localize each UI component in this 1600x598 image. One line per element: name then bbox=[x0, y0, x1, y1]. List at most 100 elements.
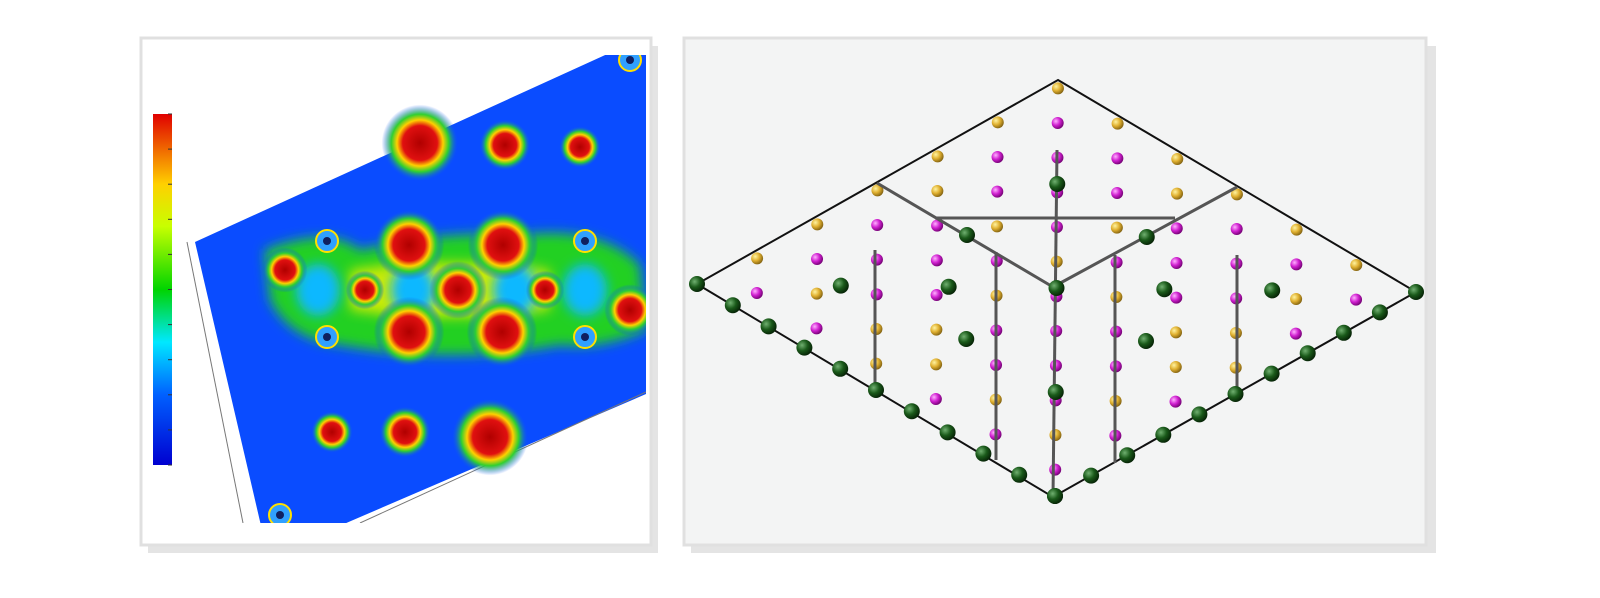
gold-atom bbox=[1170, 326, 1183, 339]
magenta-atom bbox=[870, 253, 883, 266]
green-atom bbox=[832, 277, 849, 294]
magenta-atom bbox=[1289, 327, 1302, 340]
magenta-atom bbox=[811, 252, 824, 265]
gold-atom bbox=[931, 150, 944, 163]
magenta-atom bbox=[930, 288, 943, 301]
hot-spot bbox=[381, 104, 459, 182]
hot-spot bbox=[525, 270, 565, 310]
ring-hole bbox=[296, 264, 340, 316]
cell-edge bbox=[186, 241, 244, 523]
gold-atom bbox=[1051, 82, 1064, 95]
atom-core bbox=[581, 237, 589, 245]
green-atom bbox=[1371, 304, 1388, 321]
green-atom bbox=[1048, 280, 1065, 296]
gold-atom bbox=[1290, 292, 1303, 305]
green-atom bbox=[1138, 333, 1154, 349]
green-atom bbox=[868, 382, 884, 398]
gold-atom bbox=[930, 323, 943, 336]
green-atom bbox=[1047, 384, 1064, 400]
magenta-atom bbox=[1230, 222, 1243, 235]
green-atom bbox=[1263, 365, 1280, 382]
magenta-atom bbox=[1110, 256, 1123, 269]
green-atom bbox=[1408, 284, 1424, 300]
magenta-atom bbox=[870, 288, 883, 301]
magenta-atom bbox=[1111, 152, 1124, 165]
gold-atom bbox=[991, 116, 1004, 129]
gold-atom bbox=[930, 358, 943, 371]
hot-spot bbox=[373, 209, 445, 281]
hot-spot bbox=[467, 209, 539, 281]
gold-atom bbox=[1230, 188, 1243, 201]
atom-core bbox=[581, 333, 589, 341]
gold-atom bbox=[1171, 187, 1184, 200]
hot-spot bbox=[311, 411, 353, 453]
magenta-atom bbox=[750, 286, 763, 299]
magenta-atom bbox=[991, 150, 1004, 163]
hot-spot bbox=[559, 126, 601, 168]
green-atom bbox=[724, 297, 741, 314]
gold-atom bbox=[1171, 152, 1184, 165]
green-atom bbox=[1138, 229, 1155, 245]
green-atom bbox=[1227, 386, 1244, 402]
magenta-atom bbox=[1049, 463, 1062, 476]
green-atom bbox=[1011, 466, 1028, 483]
magenta-atom bbox=[871, 218, 884, 231]
magenta-atom bbox=[1111, 186, 1124, 199]
gold-atom bbox=[1049, 428, 1062, 441]
green-atom bbox=[958, 331, 975, 347]
hot-spot bbox=[479, 119, 531, 171]
gold-atom bbox=[1111, 117, 1124, 130]
gold-atom bbox=[871, 184, 884, 197]
atom-core bbox=[626, 56, 634, 64]
green-atom bbox=[1264, 282, 1281, 299]
gold-atom bbox=[811, 218, 824, 231]
magenta-atom bbox=[1051, 116, 1064, 129]
green-atom bbox=[1083, 467, 1100, 484]
gold-atom bbox=[751, 252, 764, 265]
green-atom bbox=[975, 445, 992, 462]
green-atom bbox=[903, 403, 920, 420]
magenta-atom bbox=[929, 392, 942, 405]
atomic-structure bbox=[689, 82, 1424, 504]
magenta-atom bbox=[1169, 395, 1182, 408]
magenta-atom bbox=[1290, 258, 1303, 271]
hot-spot bbox=[466, 296, 538, 368]
atom-core bbox=[323, 237, 331, 245]
magenta-atom bbox=[1170, 222, 1183, 235]
magenta-atom bbox=[1170, 256, 1183, 269]
colorbar-ticks bbox=[168, 113, 172, 466]
gold-atom bbox=[1350, 258, 1363, 271]
hot-spot bbox=[451, 398, 529, 476]
magenta-atom bbox=[930, 254, 943, 267]
magenta-atom bbox=[991, 185, 1004, 198]
magenta-atom bbox=[1170, 291, 1183, 304]
hot-spot bbox=[379, 406, 431, 458]
hot-spot bbox=[345, 270, 385, 310]
bond bbox=[1051, 149, 1059, 498]
green-atom bbox=[1155, 426, 1172, 443]
green-atom bbox=[940, 278, 957, 295]
green-atom bbox=[1119, 447, 1136, 464]
hot-spot bbox=[373, 296, 445, 368]
gold-atom bbox=[810, 287, 823, 300]
green-atom bbox=[959, 227, 975, 243]
green-atom bbox=[796, 339, 813, 356]
contour-map bbox=[186, 55, 646, 523]
gold-atom bbox=[991, 220, 1004, 233]
gold-atom bbox=[1290, 223, 1303, 236]
green-atom bbox=[760, 318, 777, 335]
green-atom bbox=[939, 424, 956, 441]
green-atom bbox=[1049, 176, 1066, 192]
hot-spot bbox=[429, 261, 487, 319]
green-atom bbox=[1047, 488, 1063, 504]
ring-hole bbox=[563, 264, 607, 316]
atom-core bbox=[323, 333, 331, 341]
green-atom bbox=[1335, 324, 1352, 341]
colorbar bbox=[153, 114, 172, 465]
green-atom bbox=[1156, 281, 1173, 298]
magenta-atom bbox=[810, 322, 823, 335]
green-atom bbox=[1299, 345, 1316, 362]
magenta-atom bbox=[931, 219, 944, 232]
green-atom bbox=[689, 276, 705, 292]
